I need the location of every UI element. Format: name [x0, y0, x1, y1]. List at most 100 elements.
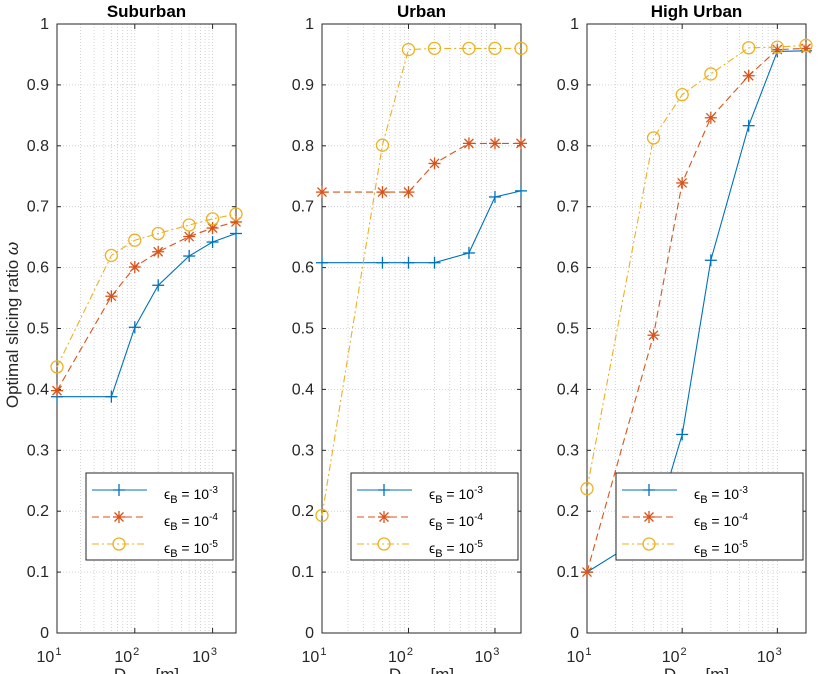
- asterisk-marker: [377, 187, 388, 198]
- y-tick-label: 0.1: [292, 564, 314, 581]
- y-tick-label: 1: [570, 16, 579, 33]
- x-tick-label: 103: [475, 646, 500, 666]
- legend-entry: ϵB = 10-4: [357, 511, 483, 533]
- panel-title: High Urban: [651, 2, 743, 21]
- circle-marker: [770, 40, 784, 54]
- asterisk-marker: [129, 262, 140, 272]
- series-2: [50, 207, 243, 374]
- asterisk-marker: [743, 70, 754, 81]
- y-tick-label: 0.9: [27, 77, 49, 94]
- asterisk-marker: [582, 567, 592, 578]
- y-tick-label: 0.9: [292, 77, 314, 94]
- y-axis-label: Optimal slicing ratio ω: [3, 242, 22, 408]
- asterisk-marker: [463, 138, 474, 149]
- legend-entry: ϵB = 10-3: [622, 484, 748, 506]
- x-tick-label: 102: [388, 646, 413, 666]
- series-1: [51, 215, 242, 397]
- panel-suburban: 0 0.1 0.2 0.3 0.4 0.5 0.6 0.7 0.8 0.9 1 101 102 103 Su…: [27, 2, 243, 674]
- legend-label: ϵB = 10-4: [429, 512, 483, 533]
- asterisk-marker: [705, 112, 716, 123]
- circle-marker: [151, 226, 165, 241]
- y-tick-label: 0: [570, 625, 579, 642]
- legend: ϵB = 10-3 ϵB = 10-4 ϵB = 10-5: [615, 472, 804, 561]
- circle-marker: [205, 212, 220, 226]
- y-tick-label: 0.6: [27, 260, 49, 277]
- y-tick-label: 0.2: [557, 503, 579, 520]
- series-1: [316, 137, 527, 199]
- asterisk-marker: [52, 385, 62, 396]
- panel-title: Urban: [397, 2, 446, 21]
- y-tick-label: 0.5: [292, 321, 314, 338]
- y-tick-label: 0.2: [292, 503, 314, 520]
- y-tick-label: 0.7: [557, 199, 579, 216]
- y-tick-label: 0.6: [292, 260, 314, 277]
- asterisk-marker: [677, 177, 688, 188]
- legend-label: ϵB = 10-3: [694, 485, 748, 506]
- circle-marker: [675, 87, 689, 102]
- legend-entry: ϵB = 10-5: [92, 537, 218, 560]
- legend-label: ϵB = 10-4: [164, 512, 218, 533]
- asterisk-marker: [648, 330, 659, 341]
- asterisk-marker: [153, 246, 164, 257]
- y-tick-label: 0.7: [27, 199, 49, 216]
- asterisk-marker: [317, 187, 327, 198]
- circle-marker: [375, 138, 390, 152]
- y-tick-label: 0: [40, 625, 49, 642]
- circle-marker: [799, 38, 813, 52]
- asterisk-marker: [801, 43, 811, 54]
- asterisk-marker: [516, 138, 526, 149]
- circle-marker: [646, 131, 661, 145]
- asterisk-marker: [379, 512, 389, 522]
- series-line: [321, 47, 521, 516]
- legend-entry: ϵB = 10-5: [357, 537, 483, 560]
- legend-label: ϵB = 10-4: [694, 512, 748, 533]
- y-tick-label: 0.3: [292, 442, 314, 459]
- x-axis-label: Dmax [m]: [114, 665, 179, 674]
- circle-marker: [104, 248, 119, 263]
- legend-label: ϵB = 10-5: [429, 539, 483, 560]
- circle-marker: [182, 218, 196, 232]
- y-tick-label: 0.7: [292, 199, 314, 216]
- circle-marker: [642, 537, 656, 551]
- x-tick-label: 102: [662, 646, 687, 666]
- series-line: [56, 213, 237, 368]
- asterisk-marker: [106, 291, 117, 302]
- circle-marker: [742, 41, 756, 55]
- legend-label: ϵB = 10-3: [429, 485, 483, 506]
- circle-marker: [427, 41, 442, 56]
- legend-entry: ϵB = 10-5: [622, 537, 748, 560]
- x-axis-label: Dmax [m]: [664, 665, 729, 674]
- legend-box: [85, 472, 234, 561]
- panel-title: Suburban: [107, 2, 186, 21]
- legend: ϵB = 10-3 ϵB = 10-4 ϵB = 10-5: [350, 472, 519, 561]
- asterisk-marker: [184, 231, 195, 242]
- y-tick-label: 0.3: [27, 442, 49, 459]
- y-tick-label: 0.5: [27, 321, 49, 338]
- asterisk-marker: [490, 138, 500, 149]
- circle-marker: [580, 482, 594, 496]
- panels: 0 0.1 0.2 0.3 0.4 0.5 0.6 0.7 0.8 0.9 1 101 102 103 Su…: [27, 2, 813, 674]
- legend-entry: ϵB = 10-4: [92, 511, 218, 533]
- y-tick-label: 1: [305, 16, 314, 33]
- circle-marker: [128, 233, 142, 247]
- x-tick-label: 101: [302, 646, 327, 666]
- legend-label: ϵB = 10-3: [164, 485, 218, 506]
- y-tick-label: 0.4: [27, 381, 49, 398]
- series-2: [580, 38, 813, 496]
- legend-entry: ϵB = 10-4: [622, 511, 748, 533]
- circle-marker: [229, 207, 243, 221]
- asterisk-marker: [644, 512, 654, 522]
- series-0: [316, 184, 527, 269]
- circle-marker: [401, 42, 416, 57]
- legend-label: ϵB = 10-5: [694, 539, 748, 560]
- asterisk-marker: [207, 223, 218, 233]
- y-tick-label: 0.2: [27, 503, 49, 520]
- y-tick-label: 0.1: [27, 564, 49, 581]
- circle-marker: [488, 41, 502, 56]
- asterisk-marker: [429, 158, 440, 169]
- y-tick-label: 0: [305, 625, 314, 642]
- y-tick-label: 0.8: [27, 138, 49, 155]
- circle-marker: [50, 360, 64, 374]
- y-tick-label: 0.6: [557, 260, 579, 277]
